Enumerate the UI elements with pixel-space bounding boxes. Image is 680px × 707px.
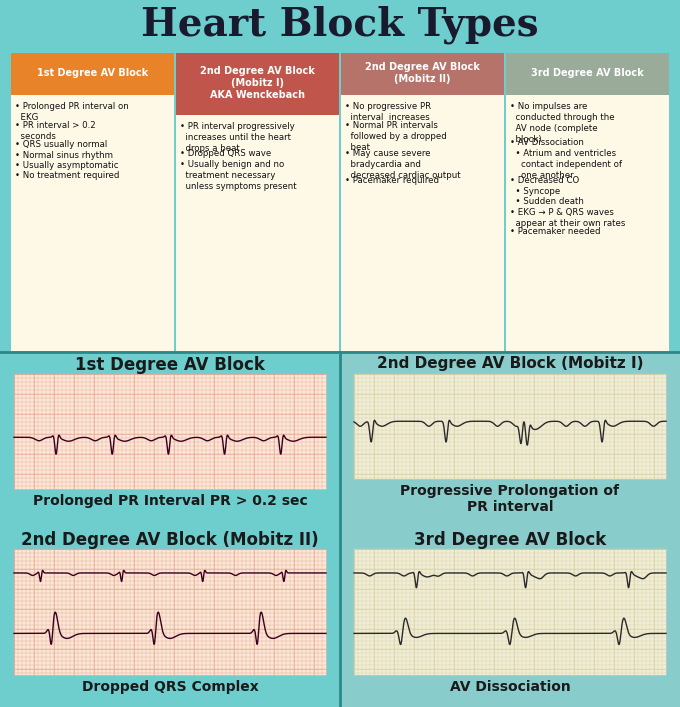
FancyBboxPatch shape <box>340 352 680 527</box>
Text: • Normal PR intervals
  followed by a dropped
  beat: • Normal PR intervals followed by a drop… <box>345 121 447 152</box>
Text: Prolonged PR Interval PR > 0.2 sec: Prolonged PR Interval PR > 0.2 sec <box>33 494 307 508</box>
Text: 2nd Degree AV Block
(Mobitz II): 2nd Degree AV Block (Mobitz II) <box>365 62 480 84</box>
FancyBboxPatch shape <box>176 114 339 351</box>
FancyBboxPatch shape <box>0 352 340 527</box>
FancyBboxPatch shape <box>340 527 680 707</box>
Text: • Syncope: • Syncope <box>510 187 560 196</box>
Text: 2nd Degree AV Block (Mobitz I): 2nd Degree AV Block (Mobitz I) <box>377 356 643 371</box>
FancyBboxPatch shape <box>0 527 340 707</box>
FancyBboxPatch shape <box>341 53 504 95</box>
Text: Heart Block Types: Heart Block Types <box>141 6 539 45</box>
Text: • Sudden death: • Sudden death <box>510 197 584 206</box>
FancyBboxPatch shape <box>506 53 669 95</box>
Text: 3rd Degree AV Block: 3rd Degree AV Block <box>531 68 644 78</box>
Text: 2nd Degree AV Block (Mobitz II): 2nd Degree AV Block (Mobitz II) <box>21 531 319 549</box>
FancyBboxPatch shape <box>354 549 666 675</box>
Text: • Normal sinus rhythm: • Normal sinus rhythm <box>15 151 113 160</box>
Text: • Usually asymptomatic: • Usually asymptomatic <box>15 161 118 170</box>
Text: 3rd Degree AV Block: 3rd Degree AV Block <box>414 531 606 549</box>
FancyBboxPatch shape <box>14 374 326 489</box>
FancyBboxPatch shape <box>354 374 666 479</box>
Text: • Atrium and ventricles
    contact independent of
    one another: • Atrium and ventricles contact independ… <box>510 148 622 180</box>
Text: • PR interval progressively
  increases until the heart
  drops a beat: • PR interval progressively increases un… <box>180 122 294 153</box>
Text: • No progressive PR
  interval  increases: • No progressive PR interval increases <box>345 102 431 122</box>
Text: • No impulses are
  conducted through the
  AV node (complete
  block): • No impulses are conducted through the … <box>510 102 615 144</box>
FancyBboxPatch shape <box>11 94 174 351</box>
Text: • Dropped QRS wave: • Dropped QRS wave <box>180 149 271 158</box>
FancyBboxPatch shape <box>341 94 504 351</box>
Text: • EKG → P & QRS waves
  appear at their own rates: • EKG → P & QRS waves appear at their ow… <box>510 207 626 228</box>
Text: AV Dissociation: AV Dissociation <box>449 680 571 694</box>
Text: 1st Degree AV Block: 1st Degree AV Block <box>75 356 265 374</box>
Text: • No treatment required: • No treatment required <box>15 172 120 180</box>
Text: 2nd Degree AV Block
(Mobitz I)
AKA Wenckebach: 2nd Degree AV Block (Mobitz I) AKA Wenck… <box>200 66 315 100</box>
Text: • QRS usually normal: • QRS usually normal <box>15 140 107 149</box>
Text: • AV Dissociation: • AV Dissociation <box>510 138 584 147</box>
Text: • Pacemaker required: • Pacemaker required <box>345 176 439 185</box>
Text: Progressive Prolongation of
PR interval: Progressive Prolongation of PR interval <box>401 484 619 514</box>
Text: • May cause severe
  bradycardia and
  decreased cardiac output: • May cause severe bradycardia and decre… <box>345 148 460 180</box>
Text: 1st Degree AV Block: 1st Degree AV Block <box>37 68 148 78</box>
Text: • PR interval > 0.2
  seconds: • PR interval > 0.2 seconds <box>15 121 96 141</box>
Text: • Decreased CO: • Decreased CO <box>510 176 579 185</box>
Text: Dropped QRS Complex: Dropped QRS Complex <box>82 680 258 694</box>
FancyBboxPatch shape <box>11 53 174 95</box>
FancyBboxPatch shape <box>14 549 326 675</box>
FancyBboxPatch shape <box>506 94 669 351</box>
FancyBboxPatch shape <box>176 53 339 115</box>
Text: • Pacemaker needed: • Pacemaker needed <box>510 226 600 235</box>
Text: • Prolonged PR interval on
  EKG: • Prolonged PR interval on EKG <box>15 102 129 122</box>
Text: • Usually benign and no
  treatment necessary
  unless symptoms present: • Usually benign and no treatment necess… <box>180 160 296 191</box>
